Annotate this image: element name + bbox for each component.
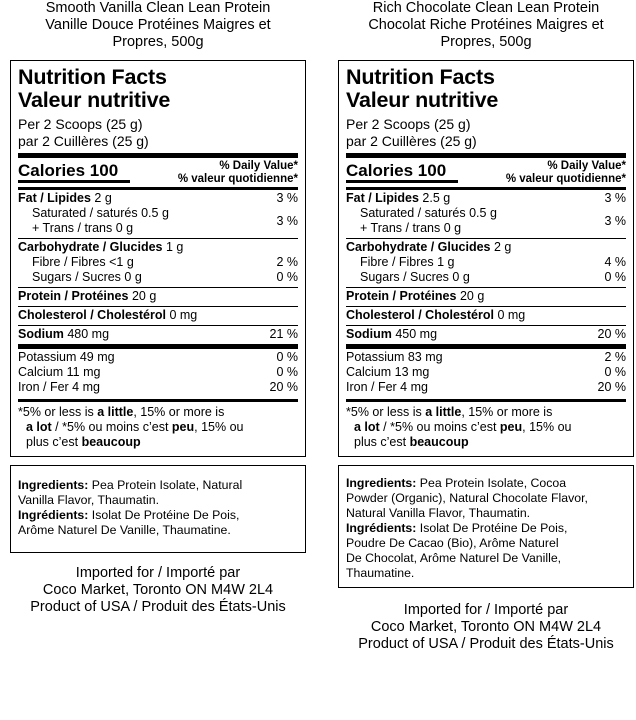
- daily-value-header: % Daily Value* % valeur quotidienne*: [177, 160, 298, 185]
- minerals-group: Potassium 83 mg 2 % Calcium 13 mg 0 % Iron…: [346, 350, 626, 394]
- ingredients-box: Ingredients: Pea Protein Isolate, Natura…: [10, 465, 306, 553]
- divider: [346, 187, 626, 190]
- product-title: Smooth Vanilla Clean Lean Protein Vanill…: [45, 0, 271, 50]
- daily-value-header: % Daily Value* % valeur quotidienne*: [505, 160, 626, 185]
- nf-heading-en: Nutrition Facts: [346, 65, 495, 89]
- vanilla-label-panel: Smooth Vanilla Clean Lean Protein Vanill…: [10, 0, 306, 616]
- carbohydrate-group: Carbohydrate / Glucides 2 g Fibre / Fibr…: [346, 239, 626, 288]
- nf-heading-fr: Valeur nutritive: [18, 88, 171, 112]
- daily-value-footnote: *5% or less is a little, 15% or more is …: [346, 399, 626, 450]
- minerals-group: Potassium 49 mg 0 % Calcium 11 mg 0 % Iron…: [18, 350, 298, 394]
- nutrition-facts-table: Nutrition Facts Valeur nutritive Per 2 S…: [338, 60, 634, 457]
- daily-value-footnote: *5% or less is a little, 15% or more is …: [18, 399, 298, 450]
- divider: [18, 344, 298, 349]
- calories: Calories 100: [18, 161, 131, 183]
- nutrition-facts-table: Nutrition Facts Valeur nutritive Per 2 S…: [10, 60, 306, 457]
- calories: Calories 100: [346, 161, 459, 183]
- serving-size: Per 2 Scoops (25 g) par 2 Cuillères (25 …: [18, 116, 149, 149]
- divider: [346, 344, 626, 349]
- sodium-row: Sodium 480 mg 21 %: [18, 327, 298, 341]
- divider: [18, 187, 298, 190]
- nf-heading-en: Nutrition Facts: [18, 65, 167, 89]
- protein-row: Protein / Protéines 20 g: [18, 288, 298, 307]
- protein-row: Protein / Protéines 20 g: [346, 288, 626, 307]
- product-title: Rich Chocolate Clean Lean Protein Chocol…: [368, 0, 604, 50]
- importer-info: Imported for / Importé par Coco Market, …: [358, 602, 614, 652]
- cholesterol-row: Cholesterol / Cholestérol 0 mg: [346, 307, 626, 326]
- importer-info: Imported for / Importé par Coco Market, …: [30, 565, 286, 615]
- sodium-row: Sodium 450 mg 20 %: [346, 327, 626, 341]
- divider: [18, 153, 298, 158]
- nf-heading-fr: Valeur nutritive: [346, 88, 499, 112]
- cholesterol-row: Cholesterol / Cholestérol 0 mg: [18, 307, 298, 326]
- divider: [346, 153, 626, 158]
- ingredients-box: Ingredients: Pea Protein Isolate, Cocoa …: [338, 465, 634, 588]
- serving-size: Per 2 Scoops (25 g) par 2 Cuillères (25 …: [346, 116, 477, 149]
- chocolate-label-panel: Rich Chocolate Clean Lean Protein Chocol…: [338, 0, 634, 653]
- carbohydrate-group: Carbohydrate / Glucides 1 g Fibre / Fibr…: [18, 239, 298, 288]
